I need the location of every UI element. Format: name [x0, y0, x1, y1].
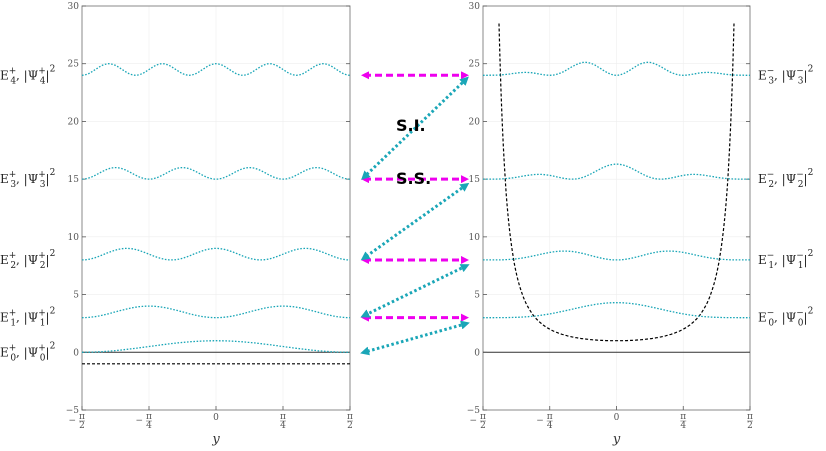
x-tick-numerator: π [146, 412, 152, 422]
x-tick-numerator: π [79, 412, 85, 422]
x-tick-numerator: π [747, 412, 753, 422]
x-tick-label: 0 [213, 413, 219, 423]
energy-level-label: E+ 3, |Ψ+ 3|2 [0, 168, 55, 190]
energy-level-label: E− 3, |Ψ− 3|2 [758, 64, 813, 86]
y-tick-label: 20 [469, 117, 481, 127]
x-tick-numerator: π [547, 412, 553, 422]
x-tick-denominator: 2 [79, 421, 85, 431]
x-tick-sign: − [68, 416, 76, 426]
x-tick-denominator: 4 [146, 421, 152, 431]
y-tick-label: 15 [469, 175, 481, 185]
y-tick-label: −5 [467, 406, 481, 416]
shift-arrow [361, 76, 469, 180]
y-tick-label: 30 [68, 2, 80, 12]
y-tick-label: 0 [474, 348, 480, 358]
energy-level-label: E− 0, |Ψ− 0|2 [758, 307, 813, 329]
right-energy-labels: E− 0, |Ψ− 0|2 E− 1, |Ψ− 1|2 E− 2, |Ψ− 2|2 E− 3, |Ψ… [758, 64, 813, 328]
y-tick-label: 25 [68, 60, 80, 70]
y-tick-label: 20 [68, 117, 80, 127]
wavefunction-curve [483, 250, 750, 261]
y-tick-label: 5 [474, 291, 480, 301]
x-tick-sign: − [135, 416, 143, 426]
left-energy-labels: E+ 0, |Ψ+ 0|2 E+ 1, |Ψ+ 1|2 E+ 2, |Ψ+ 2|2 E+ 3, |Ψ… [0, 64, 55, 363]
shift-arrow [360, 182, 470, 261]
y-tick-label: 30 [469, 2, 481, 12]
x-tick-sign: − [469, 416, 477, 426]
energy-level-label: E− 1, |Ψ− 1|2 [758, 249, 813, 271]
x-tick-denominator: 2 [480, 421, 486, 431]
shift-arrow [360, 264, 470, 318]
si-label: S.I. [396, 116, 426, 135]
y-tick-label: −5 [66, 406, 80, 416]
x-tick-denominator: 4 [280, 421, 286, 431]
wavefunction-curve [81, 305, 351, 319]
x-tick-denominator: 4 [547, 421, 553, 431]
wavefunction-curve [483, 302, 750, 319]
x-tick-sign: − [536, 416, 544, 426]
wavefunction-curve [81, 63, 351, 76]
x-tick-numerator: π [280, 412, 286, 422]
x-tick-denominator: 4 [680, 421, 686, 431]
x-tick-numerator: π [680, 412, 686, 422]
y-tick-label: 0 [73, 348, 79, 358]
ss-label: S.S. [396, 169, 431, 188]
energy-level-label: E+ 0, |Ψ+ 0|2 [0, 341, 55, 363]
x-tick-denominator: 2 [347, 421, 353, 431]
wavefunction-curve [483, 61, 750, 76]
x-tick-denominator: 2 [747, 421, 753, 431]
energy-level-label: E+ 2, |Ψ+ 2|2 [0, 249, 55, 271]
x-axis-label: y [211, 432, 220, 447]
energy-level-label: E+ 1, |Ψ+ 1|2 [0, 307, 55, 329]
wavefunction-curve [82, 340, 350, 353]
y-tick-label: 10 [469, 233, 481, 243]
shift-arrow [360, 320, 470, 356]
y-tick-label: 25 [469, 60, 481, 70]
x-tick-numerator: π [480, 412, 486, 422]
potential-curve [498, 23, 735, 342]
y-tick-label: 5 [73, 291, 79, 301]
energy-level-label: E− 2, |Ψ− 2|2 [758, 168, 813, 190]
transition-arrows [360, 71, 470, 356]
energy-level-label: E+ 4, |Ψ+ 4|2 [0, 64, 55, 86]
x-axis-label: y [612, 432, 621, 447]
x-tick-label: 0 [614, 413, 620, 423]
y-tick-label: 15 [68, 175, 80, 185]
x-tick-numerator: π [347, 412, 353, 422]
y-tick-label: 10 [68, 233, 80, 243]
